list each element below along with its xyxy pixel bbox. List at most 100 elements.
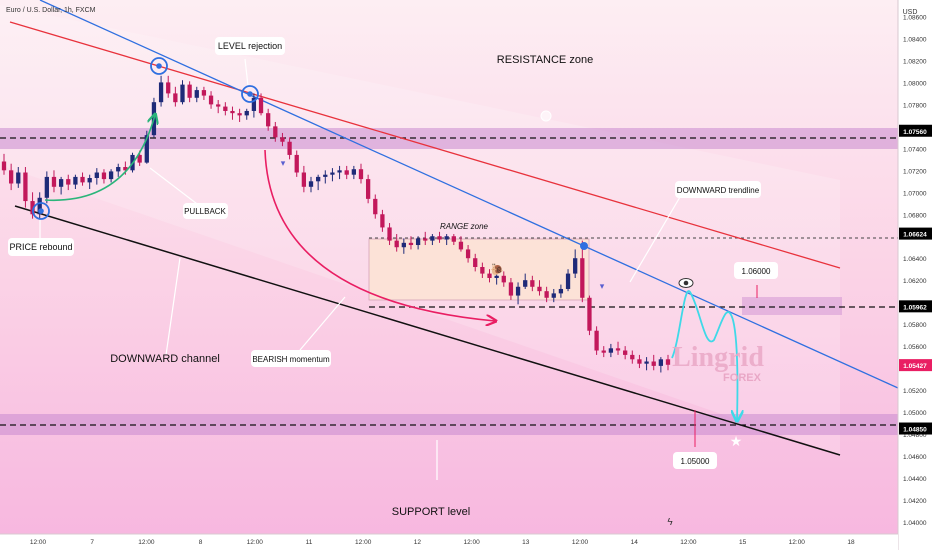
- candle-body-33: [237, 113, 242, 116]
- time-tick-5: 11: [306, 539, 313, 546]
- time-axis[interactable]: [0, 534, 898, 550]
- candle-body-23: [166, 82, 171, 94]
- support-zone-band: [0, 414, 898, 435]
- price-tick-11: 1.06400: [903, 256, 927, 263]
- candle-body-66: [473, 258, 478, 267]
- target-low-label: 1.05000: [681, 457, 710, 466]
- candle-body-80: [573, 258, 578, 274]
- rebound-marker-dot: [38, 208, 44, 214]
- candle-body-35: [251, 97, 257, 111]
- bearish-momentum-arrow: [264, 149, 495, 321]
- price-label-bg-4: [899, 422, 932, 435]
- event-icon: ▾: [600, 281, 605, 291]
- price-tick-18: 1.05000: [903, 410, 927, 417]
- pullback-arrow: [44, 115, 155, 202]
- bearish-momentum-callout: BEARISH momentum: [251, 350, 331, 367]
- candle-body-39: [280, 137, 285, 142]
- star-icon: ★: [730, 433, 743, 449]
- candle-body-20: [144, 135, 149, 163]
- rebound-marker-ring: [32, 202, 50, 220]
- downward-trendline-callout: DOWNWARD trendline: [675, 181, 761, 198]
- target-zone-band: [742, 297, 842, 315]
- candle-body-38: [273, 126, 278, 138]
- candle-body-67: [480, 267, 485, 274]
- resistance-zone-band: [0, 128, 898, 149]
- channel-fill: [0, 5, 840, 455]
- time-tick-6: 12:00: [355, 539, 372, 546]
- target-low-callout: 1.05000: [673, 452, 717, 469]
- trendline-pointer: [629, 196, 681, 283]
- candle-body-57: [408, 242, 414, 246]
- price-tick-7: 1.07200: [903, 168, 927, 175]
- candle-body-7: [51, 176, 57, 187]
- time-tick-3: 8: [199, 539, 203, 546]
- candle-body-65: [465, 249, 471, 259]
- candle-body-64: [458, 241, 464, 250]
- top-marker-ring: [150, 57, 168, 75]
- candle-body-55: [394, 240, 399, 248]
- candle-body-22: [158, 82, 164, 103]
- candle-body-74: [530, 280, 535, 287]
- target-high-label: 1.06000: [742, 267, 771, 276]
- candle-body-87: [623, 350, 628, 355]
- candle-body-50: [358, 169, 364, 180]
- rejection-marker-ring: [241, 85, 259, 103]
- candle-body-76: [544, 291, 549, 298]
- time-tick-12: 12:00: [680, 539, 697, 546]
- candle-body-61: [437, 236, 442, 240]
- watermark-sub: FOREX: [723, 372, 762, 384]
- range-zone-label: RANGE zone: [440, 222, 489, 231]
- target-high-callout: 1.06000: [734, 262, 778, 279]
- channel-support-line: [14, 205, 841, 456]
- red-trendline: [9, 21, 841, 269]
- candle-body-72: [515, 286, 521, 296]
- candle-body-52: [373, 198, 378, 215]
- candle-body-26: [187, 84, 192, 98]
- price-axis-labels: 1.07560 1.06624 1.05962 1.05427 1.04850: [899, 124, 932, 435]
- candle-body-49: [351, 169, 356, 175]
- price-label-bg-2: [899, 300, 932, 313]
- bearish-momentum-label: BEARISH momentum: [252, 355, 330, 364]
- candle-body-31: [223, 106, 228, 111]
- price-label-4: 1.04850: [903, 427, 927, 434]
- candle-body-83: [594, 330, 599, 351]
- time-tick-13: 15: [739, 539, 747, 546]
- price-tick-17: 1.05200: [903, 388, 927, 395]
- candle-body-41: [294, 154, 299, 173]
- candle-body-32: [230, 110, 235, 114]
- time-tick-0: 12:00: [30, 539, 47, 546]
- candle-body-47: [337, 170, 342, 173]
- candle-body-71: [508, 282, 514, 296]
- candle-body-25: [180, 84, 185, 103]
- candle-body-56: [401, 242, 406, 248]
- time-tick-9: 13: [522, 539, 530, 546]
- support-level-label: SUPPORT level: [392, 506, 470, 518]
- eye-icon: [678, 278, 694, 288]
- time-tick-15: 18: [847, 539, 855, 546]
- price-tick-23: 1.04000: [903, 520, 927, 527]
- candle-body-9: [66, 179, 71, 185]
- candle-body-14: [101, 172, 107, 180]
- snail-icon: 🐌: [490, 263, 504, 276]
- candle-body-19: [137, 154, 142, 163]
- level-rejection-label: LEVEL rejection: [218, 41, 282, 51]
- candle-body-77: [551, 293, 556, 298]
- pullback-label: PULLBACK: [184, 207, 226, 216]
- candle-body-37: [266, 113, 271, 127]
- candle-body-24: [173, 93, 178, 103]
- candle-body-43: [308, 181, 314, 187]
- price-tick-12: 1.06200: [903, 278, 927, 285]
- candle-body-17: [123, 167, 128, 171]
- candle-body-54: [387, 227, 392, 241]
- candle-body-51: [365, 179, 371, 199]
- price-axis[interactable]: [898, 0, 932, 550]
- candle-body-16: [116, 167, 121, 172]
- channel-pointer: [165, 257, 181, 356]
- candle-body-91: [651, 361, 656, 366]
- candle-body-44: [316, 176, 321, 182]
- price-label-2: 1.05962: [903, 304, 927, 311]
- flag-icon: [540, 110, 552, 122]
- candle-body-15: [108, 171, 114, 180]
